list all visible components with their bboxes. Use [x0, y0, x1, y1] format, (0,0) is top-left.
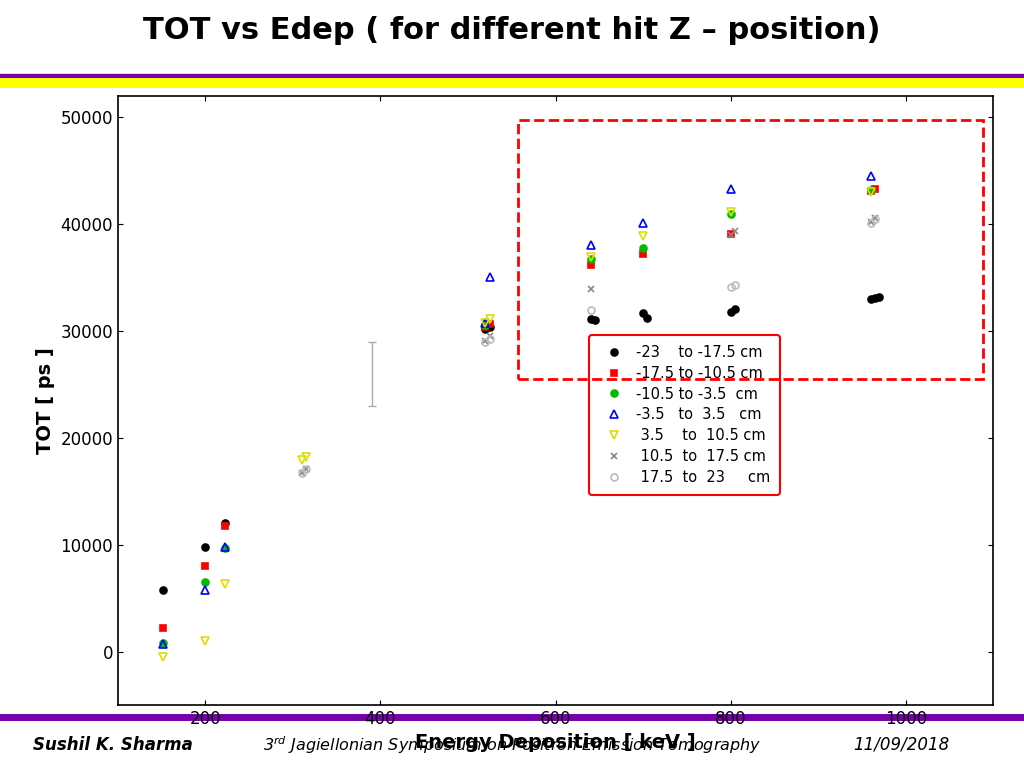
X-axis label: Energy Deposition [ keV ]: Energy Deposition [ keV ] [415, 733, 696, 753]
Y-axis label: TOT [ ps ]: TOT [ ps ] [36, 347, 54, 454]
Text: 11/09/2018: 11/09/2018 [853, 736, 949, 753]
Text: 3$^{rd}$ Jagiellonian Symposium on Positron Emission Tomography: 3$^{rd}$ Jagiellonian Symposium on Posit… [263, 734, 761, 756]
Legend: -23    to -17.5 cm, -17.5 to -10.5 cm, -10.5 to -3.5  cm, -3.5   to  3.5   cm,  : -23 to -17.5 cm, -17.5 to -10.5 cm, -10.… [589, 335, 780, 495]
Bar [518, 120, 983, 379]
Text: Sushil K. Sharma: Sushil K. Sharma [33, 736, 193, 753]
Text: TOT vs Edep ( for different hit Z – position): TOT vs Edep ( for different hit Z – posi… [143, 16, 881, 45]
